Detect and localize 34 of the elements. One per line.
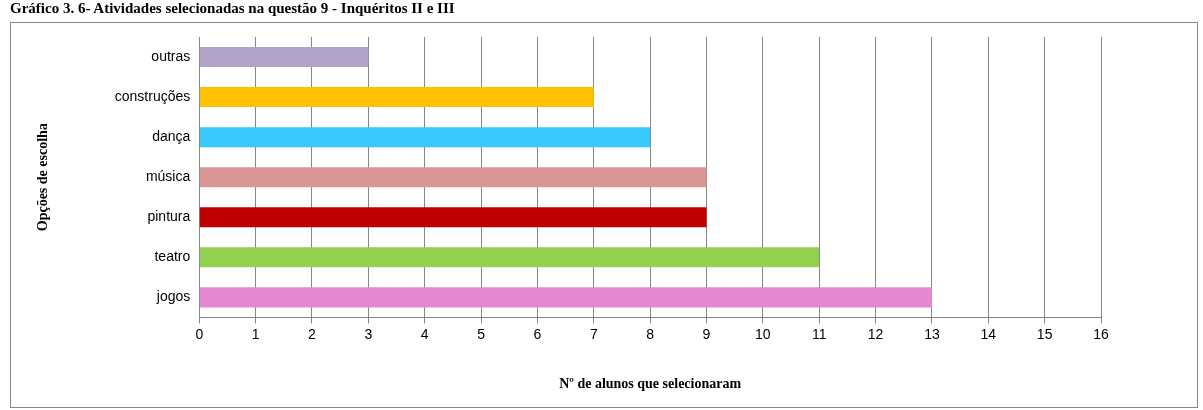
x-tick-label: 0: [195, 325, 204, 342]
x-tick-label: 10: [755, 325, 771, 342]
x-tick-label: 7: [589, 325, 598, 342]
x-tick-label: 3: [364, 325, 373, 342]
y-tick-label: teatro: [154, 248, 191, 265]
x-axis-title: Nº de alunos que selecionaram: [559, 376, 742, 392]
x-tick-label: 6: [533, 325, 542, 342]
x-tick-label: 15: [1036, 325, 1053, 342]
x-tick-label: 4: [420, 325, 429, 342]
x-tick-label: 12: [867, 325, 884, 342]
bar: [199, 247, 820, 268]
bar: [199, 87, 594, 108]
y-tick-label: jogos: [155, 288, 191, 305]
y-tick-label: pintura: [147, 208, 191, 225]
x-tick-label: 5: [477, 325, 486, 342]
y-tick-label: outras: [151, 47, 191, 64]
bar: [199, 127, 651, 148]
x-tick-label: 9: [702, 325, 711, 342]
y-tick-label: construções: [114, 87, 191, 104]
y-tick-label: dança: [152, 128, 191, 144]
bar: [199, 167, 707, 188]
chart-title: Gráfico 3. 6- Atividades selecionadas na questão 9 - Inquéritos II e III: [10, 0, 455, 17]
bar: [199, 47, 369, 68]
y-axis-title: Opções de escolha: [35, 123, 51, 232]
x-tick-label: 13: [924, 325, 940, 342]
x-tick-label: 2: [308, 325, 317, 342]
x-tick-label: 11: [811, 325, 827, 342]
y-tick-label: música: [145, 168, 191, 185]
x-tick-label: 14: [980, 325, 997, 342]
bar: [199, 207, 707, 228]
x-tick-label: 16: [1093, 325, 1109, 342]
bar: [199, 287, 932, 308]
x-tick-label: 8: [646, 325, 655, 342]
x-tick-label: 1: [251, 325, 260, 342]
